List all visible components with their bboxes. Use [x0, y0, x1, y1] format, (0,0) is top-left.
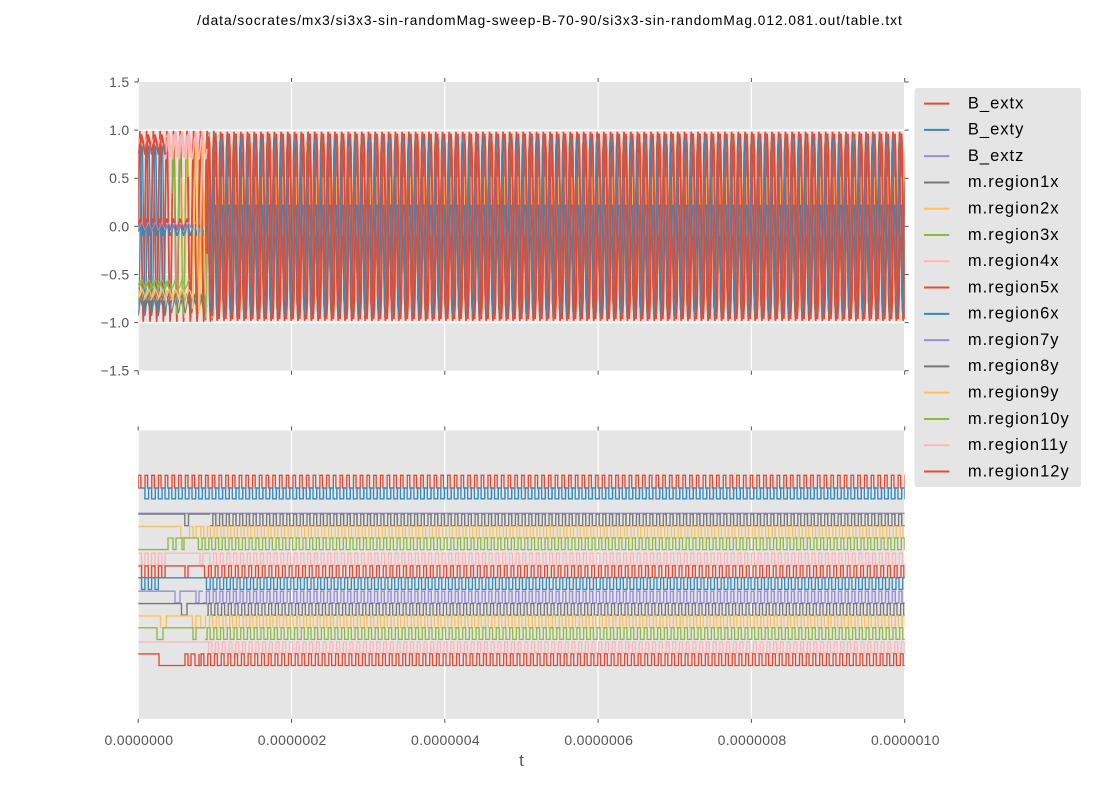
svg-text:−1.5: −1.5: [101, 363, 130, 379]
svg-text:/data/socrates/mx3/si3x3-sin-r: /data/socrates/mx3/si3x3-sin-randomMag-s…: [197, 13, 903, 28]
svg-text:0.0000010: 0.0000010: [871, 732, 940, 748]
svg-text:1.5: 1.5: [109, 74, 129, 90]
svg-text:0.5: 0.5: [109, 170, 129, 186]
svg-text:t: t: [519, 751, 524, 770]
svg-text:B_extz: B_extz: [968, 147, 1024, 165]
svg-text:0.0000000: 0.0000000: [104, 732, 173, 748]
svg-text:m.region11y: m.region11y: [968, 436, 1069, 454]
svg-text:0.0000006: 0.0000006: [564, 732, 633, 748]
svg-text:m.region10y: m.region10y: [968, 410, 1070, 428]
svg-text:0.0000002: 0.0000002: [258, 732, 327, 748]
svg-text:m.region8y: m.region8y: [968, 357, 1060, 375]
svg-text:m.region12y: m.region12y: [968, 462, 1070, 480]
svg-text:m.region3x: m.region3x: [968, 226, 1060, 244]
svg-text:m.region4x: m.region4x: [968, 252, 1060, 270]
svg-text:0.0: 0.0: [109, 218, 129, 234]
svg-text:−1.0: −1.0: [101, 314, 130, 330]
svg-text:m.region2x: m.region2x: [968, 200, 1060, 218]
svg-text:0.0000008: 0.0000008: [718, 732, 787, 748]
svg-text:−0.5: −0.5: [101, 266, 130, 282]
svg-text:m.region6x: m.region6x: [968, 305, 1060, 323]
svg-text:m.region5x: m.region5x: [968, 278, 1060, 296]
svg-text:B_exty: B_exty: [968, 121, 1024, 139]
svg-text:m.region7y: m.region7y: [968, 331, 1060, 349]
svg-text:m.region9y: m.region9y: [968, 383, 1060, 401]
svg-text:B_extx: B_extx: [968, 94, 1024, 112]
svg-text:1.0: 1.0: [109, 122, 129, 138]
svg-text:0.0000004: 0.0000004: [411, 732, 480, 748]
svg-text:m.region1x: m.region1x: [968, 173, 1060, 191]
